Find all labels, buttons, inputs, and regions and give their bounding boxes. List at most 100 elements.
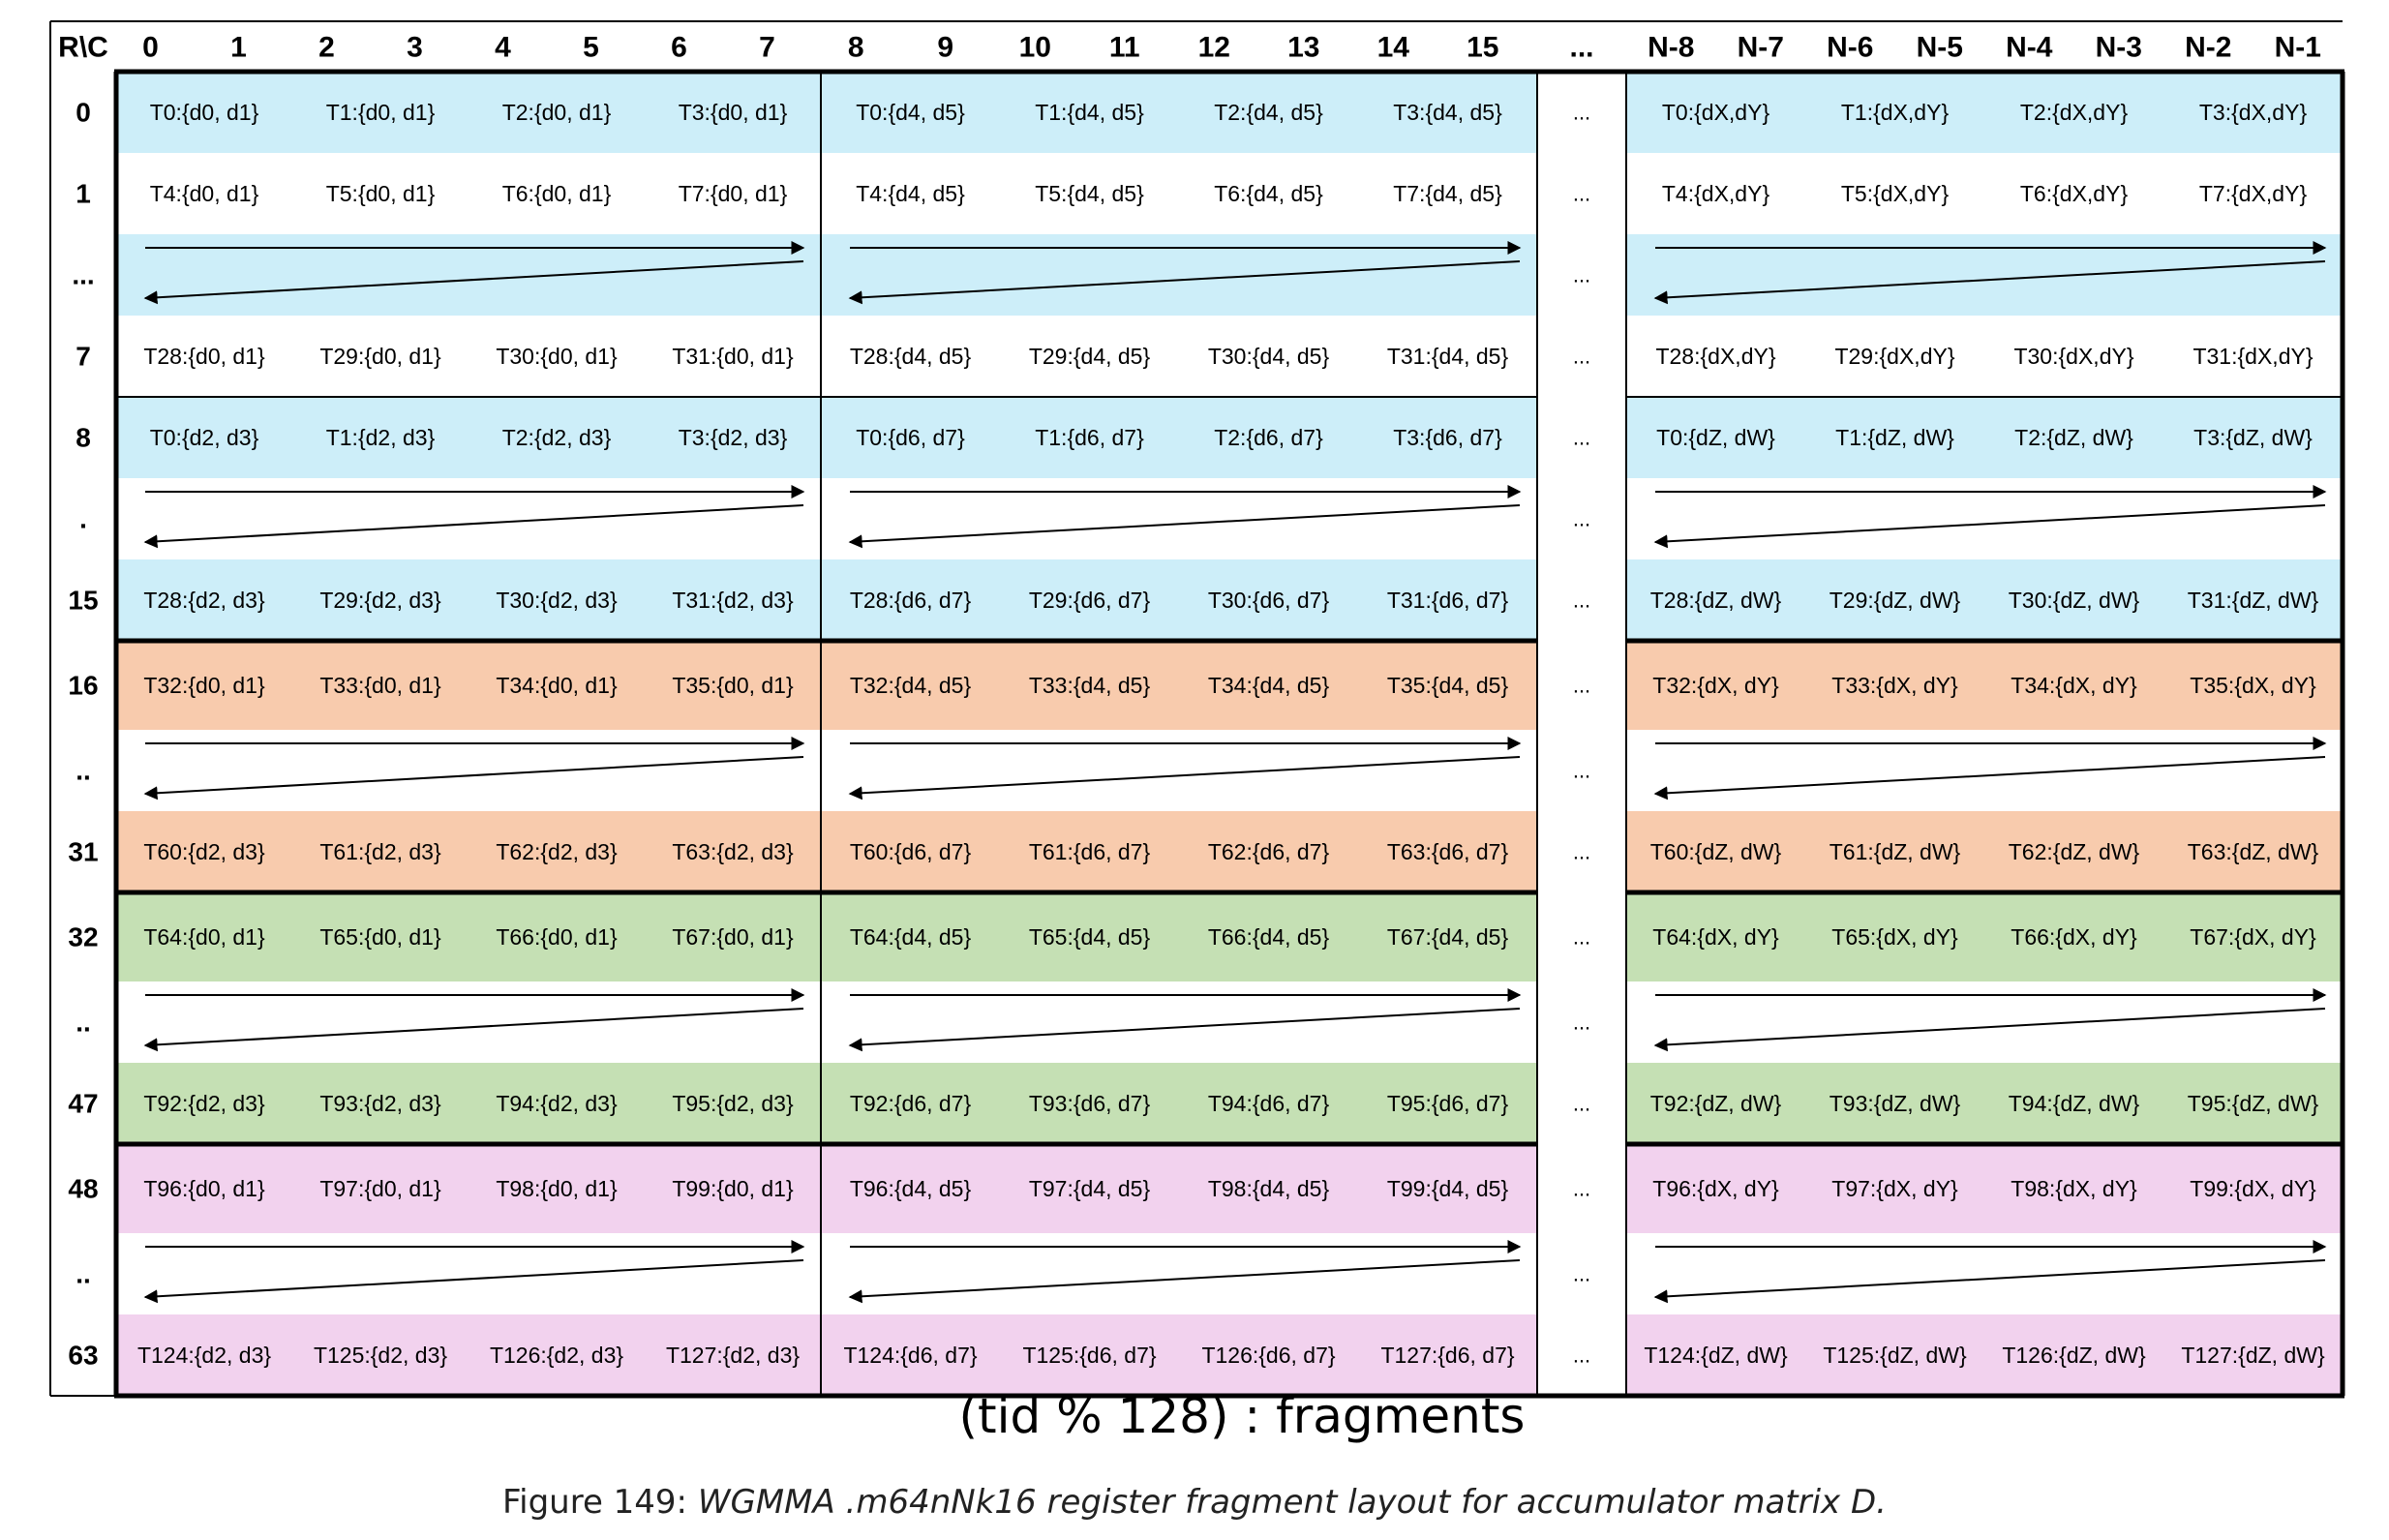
row-band [1626,641,2343,730]
fragment-cell: T60:{dZ, dW} [1650,839,1782,864]
legend-text: (tid % 128) : fragments [959,1388,1526,1444]
column-header: 0 [142,32,159,64]
fragment-cell: T67:{d0, d1} [672,924,794,950]
row-band [1626,316,2343,397]
fragment-cell: T126:{d2, d3} [490,1343,623,1368]
row-band [1626,478,2343,559]
fragment-cell: T63:{d6, d7} [1387,839,1509,864]
column-header: N-1 [2275,32,2321,64]
fragment-cell: T35:{d0, d1} [672,673,794,698]
fragment-cell: T6:{d0, d1} [502,181,612,206]
row-band [1626,397,2343,478]
fragment-cell: T28:{d2, d3} [143,588,265,613]
row-band [116,981,821,1063]
row-band [821,478,1537,559]
fragment-cell: T96:{d0, d1} [143,1176,265,1201]
scan-arrow-return [848,504,1521,549]
fragment-cell: T66:{dX, dY} [2011,924,2137,950]
ellipsis-cell: ... [1573,925,1590,950]
fragment-cell: T6:{dX,dY} [2020,181,2129,206]
row-band [821,892,1537,981]
row-band [116,478,821,559]
row-band [821,1314,1537,1396]
scan-arrow-return [848,1008,1521,1052]
column-header: N-7 [1738,32,1784,64]
fragment-cell: T35:{d4, d5} [1387,673,1509,698]
fragment-cell: T34:{dX, dY} [2011,673,2137,698]
fragment-cell: T31:{d2, d3} [672,588,794,613]
row-label: 8 [76,423,91,453]
fragment-cell: T3:{d2, d3} [679,425,788,450]
ellipsis-cell: ... [1573,1344,1590,1368]
fragment-cell: T60:{d2, d3} [143,839,265,864]
fragment-cell: T32:{d0, d1} [143,673,265,698]
fragment-cell: T97:{dX, dY} [1831,1176,1958,1201]
row-band [116,1063,821,1144]
row-band [821,1063,1537,1144]
fragment-cell: T3:{dZ, dW} [2193,425,2313,450]
fragment-cell: T61:{dZ, dW} [1830,839,1961,864]
fragment-cell: T5:{d0, d1} [326,181,436,206]
ellipsis-cell: ... [1573,1177,1590,1201]
fragment-cell: T127:{d2, d3} [666,1343,800,1368]
row-band [1626,981,2343,1063]
fragment-cell: T5:{d4, d5} [1035,181,1144,206]
fragment-cell: T96:{d4, d5} [850,1176,972,1201]
column-header: N-6 [1827,32,1873,64]
ellipsis-cell: ... [1573,426,1590,450]
row-band [116,153,821,234]
scan-arrow-return [1653,756,2326,800]
fragment-cell: T3:{d0, d1} [679,100,788,125]
fragment-cell: T1:{d0, d1} [326,100,436,125]
fragment-cell: T127:{dZ, dW} [2181,1343,2325,1368]
fragment-cell: T0:{d6, d7} [856,425,965,450]
row-band [821,1233,1537,1314]
row-band [821,981,1537,1063]
fragment-cell: T93:{d2, d3} [319,1091,441,1116]
fragment-cell: T94:{d6, d7} [1208,1091,1330,1116]
row-band [821,559,1537,641]
fragment-cell: T99:{dX, dY} [2190,1176,2316,1201]
row-band [1626,234,2343,316]
fragment-cell: T95:{dZ, dW} [2188,1091,2319,1116]
fragment-cell: T29:{dX,dY} [1834,344,1954,369]
fragment-cell: T95:{d6, d7} [1387,1091,1509,1116]
fragment-cell: T96:{dX, dY} [1652,1176,1779,1201]
scan-arrow-return [143,1008,804,1052]
fragment-cell: T3:{d4, d5} [1393,100,1502,125]
fragment-cell: T31:{dX,dY} [2192,344,2313,369]
row-band [116,811,821,892]
fragment-cell: T30:{dZ, dW} [2009,588,2140,613]
fragment-cell: T92:{dZ, dW} [1650,1091,1782,1116]
scan-arrow-return [848,260,1521,305]
ellipsis-cell: ... [1573,507,1590,531]
fragment-cell: T97:{d0, d1} [319,1176,441,1201]
row-band [116,730,821,811]
row-band [821,811,1537,892]
fragment-cell: T6:{d4, d5} [1214,181,1323,206]
scan-arrow-return [1653,260,2326,305]
row-band [116,1314,821,1396]
fragment-cell: T127:{d6, d7} [1380,1343,1514,1368]
fragment-cell: T93:{d6, d7} [1029,1091,1151,1116]
figure-caption: Figure 149: WGMMA .m64nNk16 register fra… [0,1483,2389,1522]
row-band [821,1144,1537,1233]
row-band [116,1233,821,1314]
fragment-cell: T28:{d6, d7} [850,588,972,613]
fragment-cell: T35:{dX, dY} [2190,673,2316,698]
fragment-cell: T7:{d4, d5} [1393,181,1502,206]
column-header: 3 [407,32,423,64]
fragment-cell: T124:{d2, d3} [137,1343,271,1368]
fragment-cell: T126:{d6, d7} [1201,1343,1335,1368]
row-band [1626,72,2343,153]
ellipsis-cell: ... [1573,674,1590,698]
fragment-cell: T1:{dZ, dW} [1835,425,1954,450]
fragment-cell: T33:{dX, dY} [1831,673,1958,698]
fragment-cell: T65:{d0, d1} [319,924,441,950]
fragment-cell: T2:{dX,dY} [2020,100,2129,125]
fragment-cell: T1:{d2, d3} [326,425,436,450]
column-header: 2 [318,32,335,64]
row-label: 0 [76,98,91,128]
row-band [116,72,821,153]
fragment-cell: T33:{d0, d1} [319,673,441,698]
